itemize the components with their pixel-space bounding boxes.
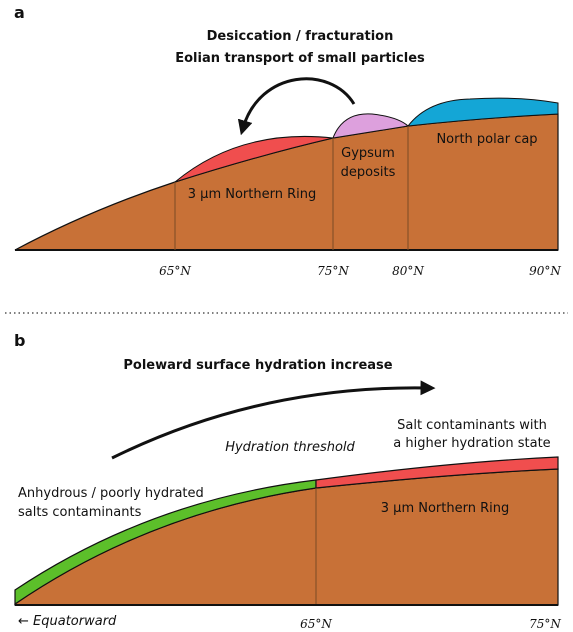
latitude: 65°N (300, 617, 332, 631)
title: Desiccation / fracturation (207, 29, 394, 44)
salt-low-label: Anhydrous / poorly hydrated (18, 486, 204, 501)
ring-label: 3 µm Northern Ring (381, 501, 509, 516)
arrow (243, 79, 354, 128)
title: Poleward surface hydration increase (123, 358, 392, 373)
equatorward-label: ← Equatorward (18, 614, 117, 629)
panel-label: b (14, 331, 25, 350)
latitude: 65°N (159, 264, 191, 278)
latitude: 80°N (392, 264, 424, 278)
latitude: 75°N (317, 264, 349, 278)
cap-label: North polar cap (436, 132, 537, 147)
gypsum-label: Gypsum (341, 146, 395, 161)
threshold-label: Hydration threshold (225, 440, 355, 455)
latitude: 75°N (529, 617, 561, 631)
latitude: 90°N (529, 264, 561, 278)
ring-label: 3 µm Northern Ring (188, 187, 316, 202)
salt-high-label: Salt contaminants with (397, 418, 547, 433)
gypsum-label: deposits (341, 165, 396, 180)
salt-low-label: salts contaminants (18, 505, 142, 520)
panel-label: a (14, 3, 25, 22)
diagram: a Desiccation / fracturation Eolian tran… (0, 0, 573, 632)
salt-high-label: a higher hydration state (393, 436, 550, 451)
title: Eolian transport of small particles (175, 51, 425, 66)
